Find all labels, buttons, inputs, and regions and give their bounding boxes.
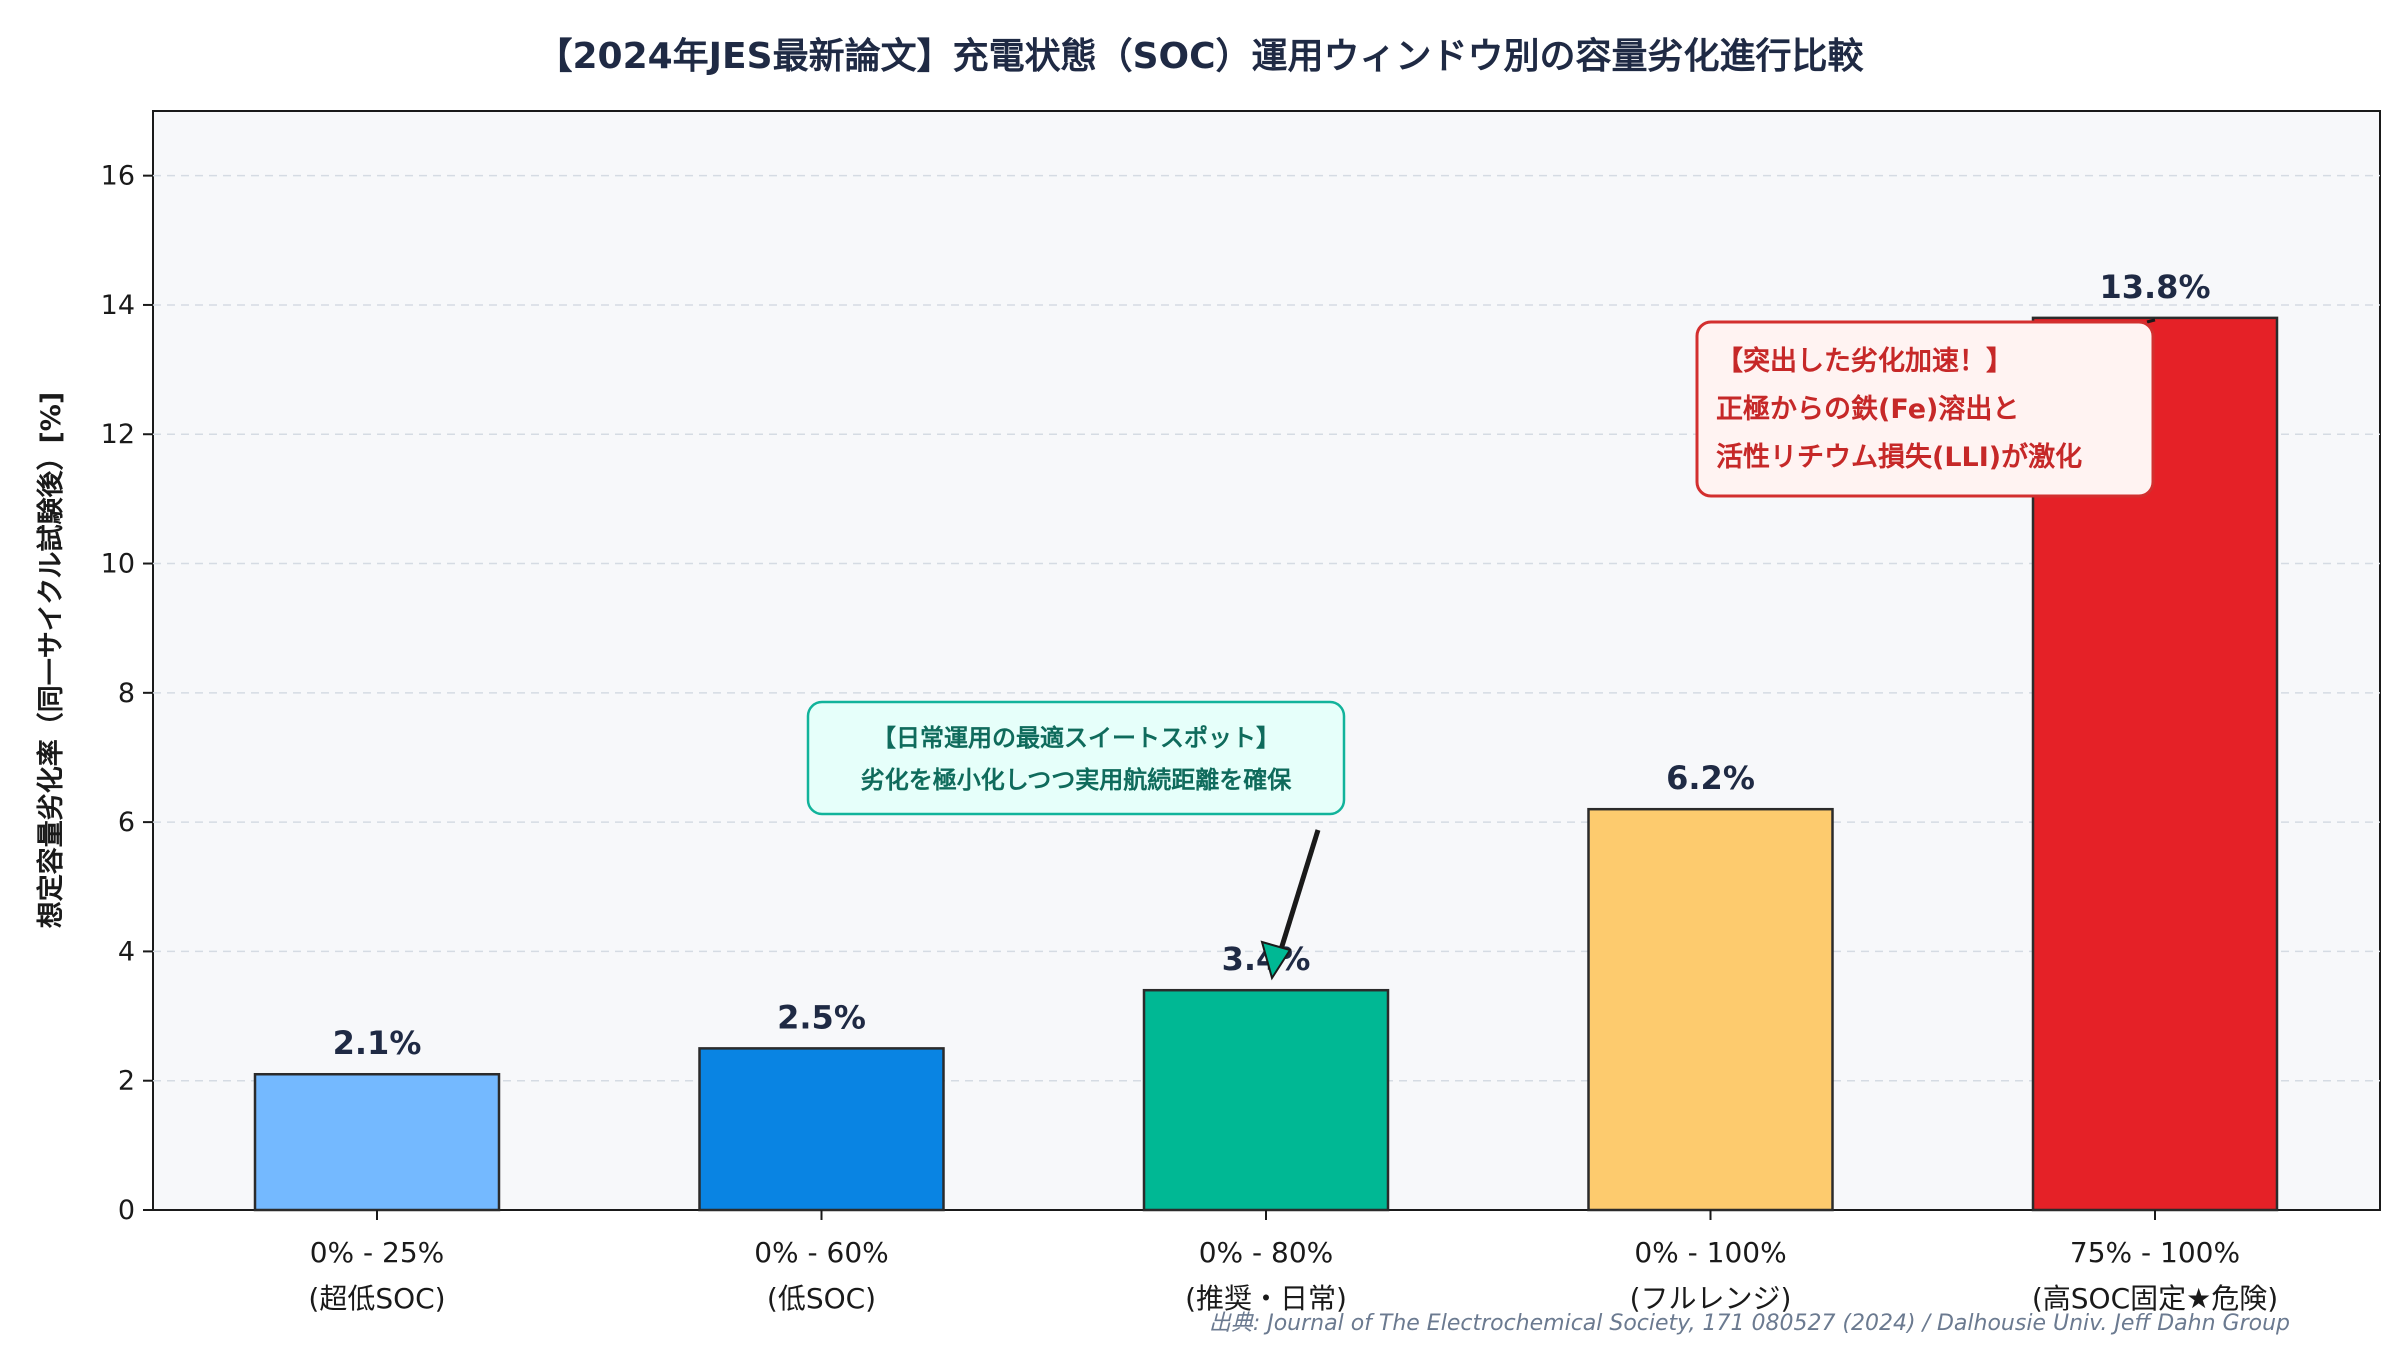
data-label: 2.5% [777, 998, 866, 1036]
x-tick-sublabel: (低SOC) [767, 1282, 876, 1315]
y-tick-label: 6 [118, 807, 135, 838]
y-tick-label: 8 [118, 678, 135, 709]
y-tick-label: 10 [101, 549, 135, 580]
bar [1142, 988, 1390, 1212]
x-tick-label: 75% - 100% [2070, 1236, 2240, 1269]
annotation-acceleration-line-3: 活性リチウム損失(LLI)が激化 [1716, 441, 2082, 473]
y-axis-ticks: 0 2 4 6 8 10 12 14 16 [101, 161, 153, 1226]
source-citation: 出典: Journal of The Electrochemical Socie… [1209, 1311, 2290, 1336]
annotation-sweet-spot-line-1: 【日常運用の最適スイートスポット】 [872, 724, 1280, 752]
data-label: 2.1% [333, 1024, 422, 1062]
annotation-sweet-spot: 【日常運用の最適スイートスポット】 劣化を極小化しつつ実用航続距離を確保 [806, 700, 1346, 981]
x-tick-sublabel: (推奨・日常) [1185, 1282, 1347, 1315]
y-tick-label: 12 [101, 419, 135, 450]
annotation-acceleration: 【突出した劣化加速！】 正極からの鉄(Fe)溶出と 活性リチウム損失(LLI)が… [1695, 320, 2155, 498]
y-tick-label: 0 [118, 1195, 135, 1226]
x-tick-label: 0% - 100% [1634, 1236, 1786, 1269]
x-axis-ticks: 0% - 25% (超低SOC) 0% - 60% (低SOC) 0% - 80% (推奨… [308, 1210, 2278, 1315]
y-tick-label: 2 [118, 1066, 135, 1097]
annotation-acceleration-box [1695, 320, 2155, 498]
y-tick-label: 16 [101, 161, 135, 192]
y-tick-label: 14 [101, 290, 135, 321]
annotation-sweet-spot-line-2: 劣化を極小化しつつ実用航続距離を確保 [861, 766, 1293, 794]
y-axis-label: 想定容量劣化率（同一サイクル試験後）[%] [35, 392, 67, 928]
bar [1587, 807, 1834, 1212]
data-label: 6.2% [1666, 759, 1755, 797]
x-tick-sublabel: (フルレンジ) [1630, 1282, 1792, 1315]
bar [698, 1047, 945, 1212]
annotation-acceleration-line-2: 正極からの鉄(Fe)溶出と [1716, 393, 2019, 425]
x-tick-label: 0% - 80% [1199, 1236, 1334, 1269]
annotation-acceleration-line-1: 【突出した劣化加速！】 [1716, 345, 2013, 377]
chart-title: 【2024年JES最新論文】充電状態（SOC）運用ウィンドウ別の容量劣化進行比較 [536, 36, 1864, 77]
x-tick-sublabel: (高SOC固定★危険) [2032, 1282, 2278, 1315]
data-label: 13.8% [2099, 268, 2210, 306]
x-tick-label: 0% - 25% [310, 1236, 445, 1269]
y-tick-label: 4 [118, 936, 135, 967]
annotation-sweet-spot-arrowhead [1260, 940, 1292, 981]
bar [253, 1072, 501, 1212]
annotation-sweet-spot-box [806, 700, 1346, 816]
x-tick-label: 0% - 60% [754, 1236, 889, 1269]
x-tick-sublabel: (超低SOC) [308, 1282, 445, 1315]
annotation-acceleration-pointer [2146, 318, 2156, 324]
